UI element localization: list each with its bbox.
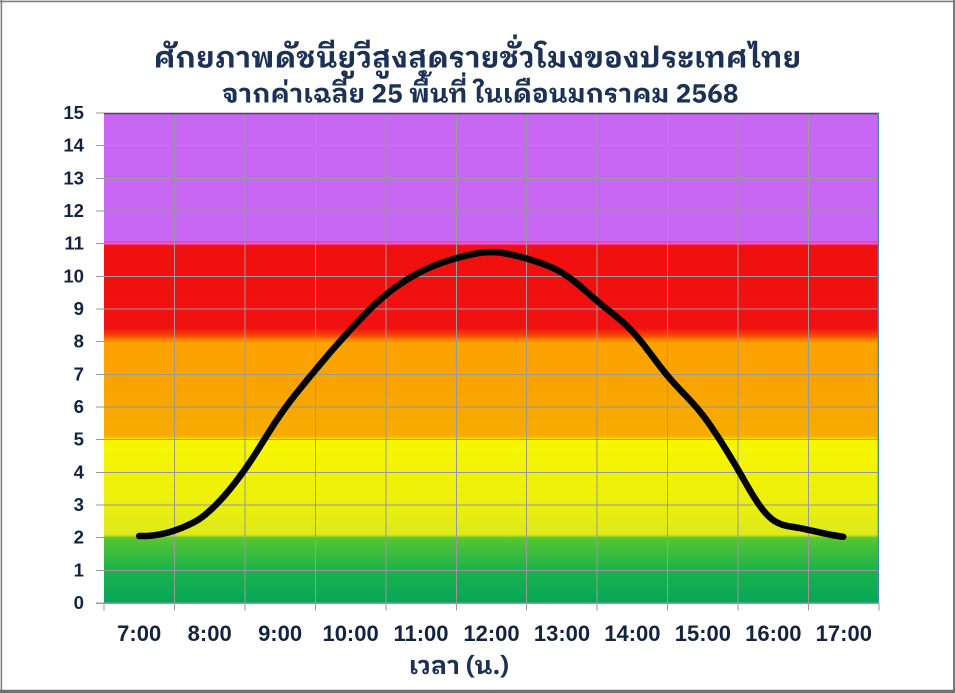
svg-text:10:00: 10:00 — [322, 621, 378, 646]
svg-text:0: 0 — [74, 592, 84, 613]
svg-text:6: 6 — [74, 396, 84, 417]
svg-text:9:00: 9:00 — [258, 621, 302, 646]
svg-text:14: 14 — [63, 135, 84, 156]
svg-text:17:00: 17:00 — [816, 621, 872, 646]
svg-text:9: 9 — [74, 298, 84, 319]
svg-text:12: 12 — [63, 200, 84, 221]
svg-text:15: 15 — [63, 102, 84, 123]
svg-text:15:00: 15:00 — [675, 621, 731, 646]
svg-text:4: 4 — [74, 461, 85, 482]
svg-text:12:00: 12:00 — [463, 621, 519, 646]
svg-text:7: 7 — [74, 363, 84, 384]
svg-text:2: 2 — [74, 527, 84, 548]
svg-text:3: 3 — [74, 494, 84, 515]
svg-text:10: 10 — [63, 265, 84, 286]
svg-text:5: 5 — [74, 429, 84, 450]
svg-text:13: 13 — [63, 167, 84, 188]
svg-text:16:00: 16:00 — [745, 621, 801, 646]
svg-text:8:00: 8:00 — [188, 621, 232, 646]
svg-text:14:00: 14:00 — [604, 621, 660, 646]
svg-text:7:00: 7:00 — [117, 621, 161, 646]
svg-text:13:00: 13:00 — [534, 621, 590, 646]
svg-text:8: 8 — [74, 331, 84, 352]
svg-text:11: 11 — [64, 233, 84, 254]
svg-text:11:00: 11:00 — [393, 621, 448, 646]
svg-text:1: 1 — [74, 559, 84, 580]
